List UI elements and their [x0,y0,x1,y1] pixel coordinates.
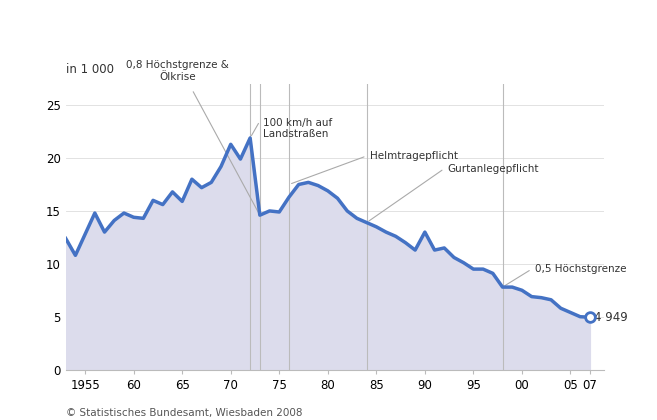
Text: Helmtragepflicht: Helmtragepflicht [369,151,457,161]
Text: 0,5 Höchstgrenze: 0,5 Höchstgrenze [535,264,626,274]
Text: in 1 000: in 1 000 [66,63,114,76]
Text: © Statistisches Bundesamt, Wiesbaden 2008: © Statistisches Bundesamt, Wiesbaden 200… [66,408,302,418]
Text: 100 km/h auf
Landstraßen: 100 km/h auf Landstraßen [263,118,332,139]
Text: Gurtanlegepflicht: Gurtanlegepflicht [447,164,539,173]
Text: 4 949: 4 949 [594,311,627,324]
Text: 0,8 Höchstgrenze &
Ölkrise: 0,8 Höchstgrenze & Ölkrise [126,60,229,82]
